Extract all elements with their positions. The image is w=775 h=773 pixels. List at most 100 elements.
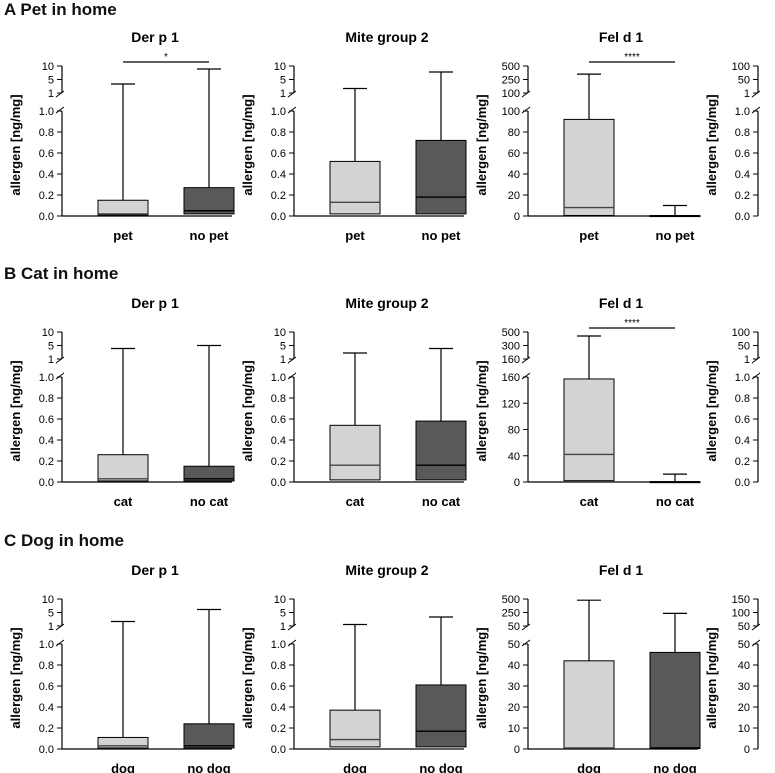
axis-break-mark — [55, 106, 65, 114]
y-tick-label: 50 — [738, 75, 750, 87]
y-tick-label: 0.2 — [39, 190, 54, 202]
axis-break-mark — [287, 106, 297, 114]
chart-panel-1-0: Der p 1 allergen [ng/mg] 10 51 1.0 0.8 0.6 0.4 0… — [8, 295, 235, 509]
axis-break-mark — [751, 639, 761, 647]
axis-break-mark — [751, 90, 761, 98]
y-tick-label: 160 — [502, 372, 520, 384]
y-tick-label: 0.8 — [271, 393, 286, 405]
box — [183, 187, 235, 215]
y-tick-label: 1 — [744, 88, 750, 100]
y-tick-label: 0.2 — [735, 456, 750, 468]
y-tick-label: 150 — [732, 594, 750, 606]
y-tick-label: 20 — [738, 702, 750, 714]
y-tick-label: 1.0 — [271, 639, 286, 651]
y-tick-label: 1.0 — [39, 106, 54, 118]
y-tick-label: 1.0 — [271, 372, 286, 384]
panel-title: Fel d 1 — [599, 295, 644, 311]
x-category-label: no pet — [190, 228, 230, 243]
box — [563, 378, 615, 482]
y-tick-label: 20 — [508, 702, 520, 714]
y-axis-label: allergen [ng/mg] — [704, 94, 719, 195]
y-tick-label: 0.0 — [271, 211, 286, 223]
y-tick-label: 10 — [42, 594, 54, 606]
y-tick-label: 0.0 — [735, 211, 750, 223]
x-category-label: no dog — [187, 761, 230, 773]
x-category-label: no pet — [656, 228, 696, 243]
y-tick-label: 40 — [508, 660, 520, 672]
panel-title: Mite group 2 — [345, 295, 428, 311]
y-tick-label: 0.6 — [271, 414, 286, 426]
x-category-label: no dog — [653, 761, 696, 773]
y-tick-label: 0.8 — [735, 393, 750, 405]
y-tick-label: 40 — [738, 660, 750, 672]
y-tick-label: 0.0 — [271, 477, 286, 489]
axis-break-mark — [287, 90, 297, 98]
y-tick-label: 50 — [738, 341, 750, 353]
y-axis-label: allergen [ng/mg] — [240, 360, 255, 461]
y-tick-label: 0 — [744, 744, 750, 756]
x-category-label: no cat — [190, 494, 229, 509]
y-axis-label: allergen [ng/mg] — [704, 627, 719, 728]
row-title-dog: C Dog in home — [4, 531, 124, 550]
y-tick-label: 0.4 — [271, 435, 286, 447]
y-tick-label: 0.0 — [271, 744, 286, 756]
axis-break-mark — [521, 106, 531, 114]
y-axis-label: allergen [ng/mg] — [474, 627, 489, 728]
y-tick-label: 5 — [280, 341, 286, 353]
y-tick-label: 1 — [280, 354, 286, 366]
panel-title: Fel d 1 — [599, 29, 644, 45]
box — [415, 684, 467, 748]
y-tick-label: 0.8 — [39, 393, 54, 405]
y-tick-label: 0.6 — [271, 681, 286, 693]
y-tick-label: 100 — [502, 106, 520, 118]
panel-title: Fel d 1 — [599, 562, 644, 578]
axis-break-mark — [751, 372, 761, 380]
panel-title: Mite group 2 — [345, 29, 428, 45]
y-tick-label: 1.0 — [39, 372, 54, 384]
y-axis-label: allergen [ng/mg] — [704, 360, 719, 461]
significance-label: * — [164, 52, 168, 63]
y-tick-label: 0.4 — [735, 435, 750, 447]
y-tick-label: 0.4 — [39, 435, 54, 447]
y-axis-label: allergen [ng/mg] — [8, 360, 23, 461]
y-tick-label: 1 — [280, 621, 286, 633]
chart-panel-1-1: Mite group 2 allergen [ng/mg] 10 51 1.0 0.8 0.… — [240, 295, 467, 509]
y-tick-label: 1 — [48, 621, 54, 633]
y-tick-label: 50 — [508, 639, 520, 651]
axis-break-mark — [287, 356, 297, 364]
y-tick-label: 0.8 — [39, 660, 54, 672]
y-tick-label: 30 — [738, 681, 750, 693]
x-category-label: no pet — [422, 228, 462, 243]
y-tick-label: 0.6 — [271, 148, 286, 160]
panel-title: Der p 1 — [131, 562, 179, 578]
box — [415, 420, 467, 481]
y-tick-label: 0.6 — [39, 681, 54, 693]
y-tick-label: 0.6 — [39, 148, 54, 160]
y-tick-label: 50 — [738, 639, 750, 651]
box — [183, 723, 235, 749]
y-tick-label: 500 — [502, 327, 520, 339]
y-tick-label: 0.4 — [271, 169, 286, 181]
y-tick-label: 5 — [280, 608, 286, 620]
y-tick-label: 1 — [48, 354, 54, 366]
y-tick-label: 1.0 — [735, 106, 750, 118]
axis-break-mark — [55, 356, 65, 364]
y-tick-label: 0 — [514, 477, 520, 489]
y-tick-label: 1.0 — [735, 372, 750, 384]
box — [329, 160, 381, 215]
y-tick-label: 1 — [280, 88, 286, 100]
box — [329, 709, 381, 748]
y-tick-label: 1.0 — [39, 639, 54, 651]
y-tick-label: 5 — [48, 341, 54, 353]
y-tick-label: 250 — [502, 75, 520, 87]
y-axis-label: allergen [ng/mg] — [474, 360, 489, 461]
y-tick-label: 160 — [502, 354, 520, 366]
x-category-label: cat — [346, 494, 365, 509]
y-tick-label: 100 — [502, 88, 520, 100]
y-axis-label: allergen [ng/mg] — [240, 94, 255, 195]
x-category-label: dog — [343, 761, 367, 773]
y-tick-label: 5 — [48, 75, 54, 87]
x-category-label: no dog — [419, 761, 462, 773]
